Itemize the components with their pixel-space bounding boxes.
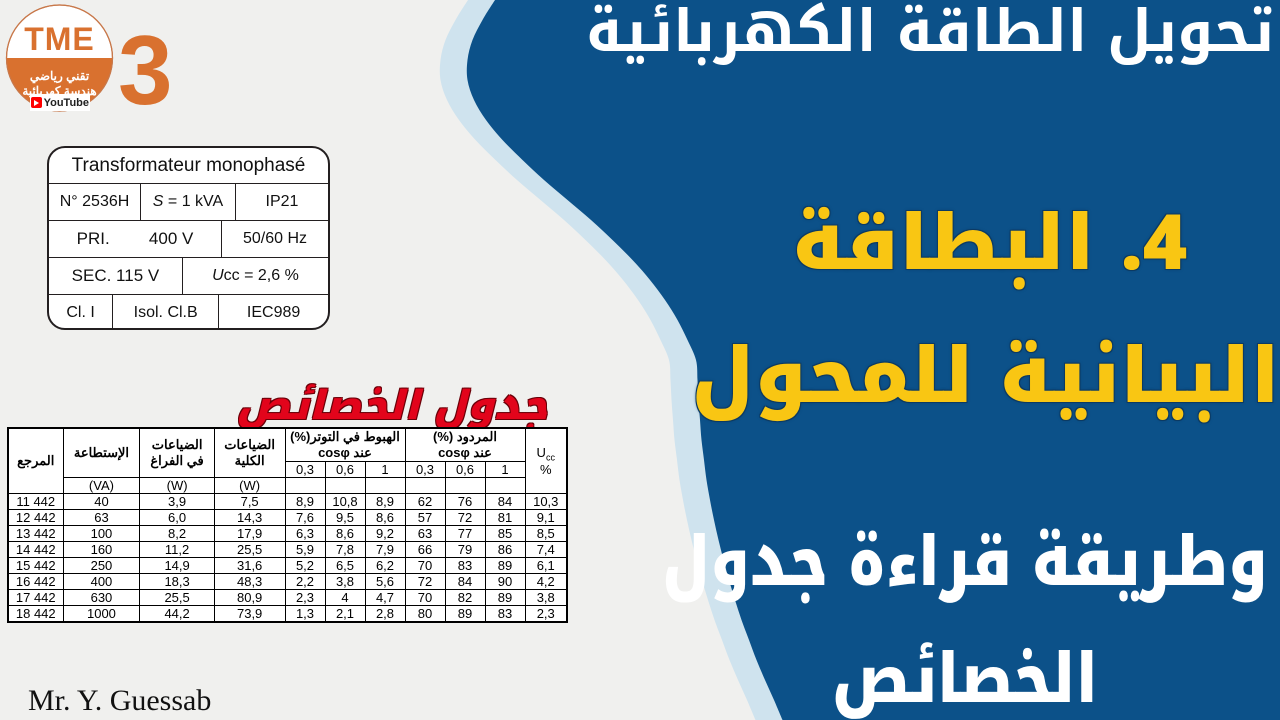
svg-text:تقني رياضي: تقني رياضي — [30, 69, 90, 84]
svg-text:TME: TME — [24, 21, 95, 57]
